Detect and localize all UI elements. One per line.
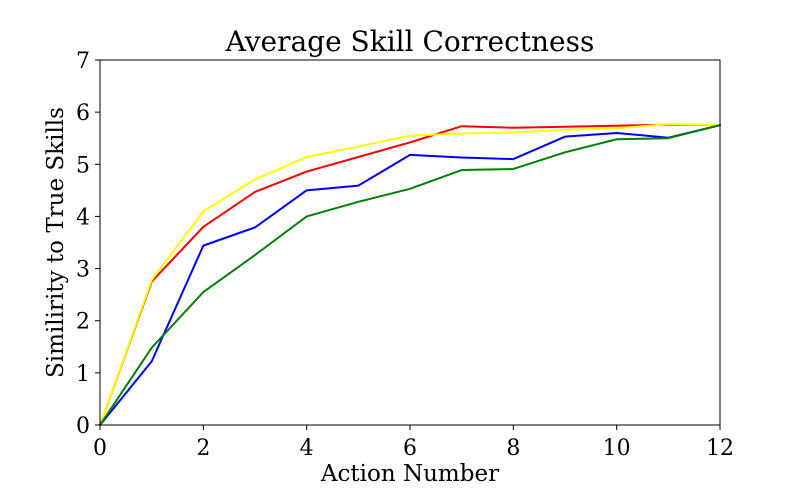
series-line-4 — [99, 124, 721, 426]
y-tick-label: 4 — [76, 205, 90, 230]
y-tick-label: 3 — [76, 258, 90, 283]
series-layer — [99, 123, 721, 426]
y-tick-label: 6 — [76, 101, 90, 126]
x-axis-label: Action Number — [320, 461, 499, 487]
series-line-2 — [99, 123, 721, 426]
x-tick-label: 6 — [403, 436, 417, 461]
y-tick-label: 5 — [76, 153, 90, 178]
y-tick-label: 0 — [76, 414, 90, 439]
series-line-3 — [99, 124, 721, 426]
x-tick-label: 8 — [506, 436, 520, 461]
y-tick-label: 1 — [76, 362, 90, 387]
chart-title: Average Skill Correctness — [225, 25, 595, 58]
y-tick-label: 2 — [76, 310, 90, 335]
x-tick-label: 12 — [706, 436, 734, 461]
x-tick-label: 0 — [93, 436, 107, 461]
y-tick-label: 7 — [76, 49, 90, 74]
series-line-1 — [99, 123, 721, 426]
x-tick-label: 2 — [196, 436, 210, 461]
x-tick-label: 4 — [300, 436, 314, 461]
plot-frame — [99, 59, 721, 426]
y-axis-label: Similirity to True Skills — [43, 107, 69, 378]
x-tick-label: 10 — [603, 436, 631, 461]
